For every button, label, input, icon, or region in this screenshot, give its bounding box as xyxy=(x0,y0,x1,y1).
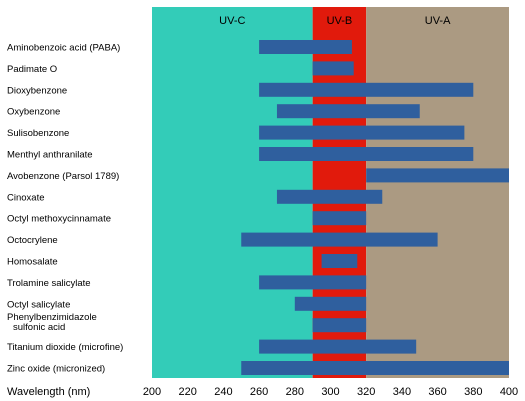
bar-homosalate xyxy=(321,254,358,268)
x-tick-260: 260 xyxy=(250,386,268,398)
category-label-sulisobenzone: Sulisobenzone xyxy=(7,128,69,139)
category-label-homosalate: Homosalate xyxy=(7,257,58,268)
region-label-uv-a: UV-A xyxy=(425,15,451,27)
x-tick-380: 380 xyxy=(464,386,482,398)
category-label-menthyl-anthranilate: Menthyl anthranilate xyxy=(7,150,93,161)
bar-menthyl-anthranilate xyxy=(259,147,474,161)
category-label-phenylbenzimidazole-sulfonic-acid: Phenylbenzimidazole sulfonic acid xyxy=(7,312,97,333)
category-label-zinc-oxide-micronized: Zinc oxide (micronized) xyxy=(7,364,105,375)
x-tick-320: 320 xyxy=(357,386,375,398)
category-label-titanium-dioxide-microfine: Titanium dioxide (microfine) xyxy=(7,342,123,353)
bars xyxy=(241,40,509,375)
category-labels: Aminobenzoic acid (PABA) Padimate O Dioxyb… xyxy=(7,43,123,375)
region-label-uv-b: UV-B xyxy=(327,15,353,27)
category-label-dioxybenzone: Dioxybenzone xyxy=(7,85,67,96)
bar-octyl-salicylate xyxy=(294,296,367,311)
category-label-aminobenzoic-acid-paba: Aminobenzoic acid (PABA) xyxy=(7,43,120,54)
category-label-octocrylene: Octocrylene xyxy=(7,235,58,246)
region-label-uv-c: UV-C xyxy=(219,15,245,27)
x-tick-360: 360 xyxy=(428,386,446,398)
x-ticks: 200 220 240 260 280 300 320 340 360 380 400 xyxy=(143,386,518,398)
x-tick-280: 280 xyxy=(286,386,304,398)
x-tick-400: 400 xyxy=(500,386,518,398)
x-tick-200: 200 xyxy=(143,386,161,398)
bar-padimate-o xyxy=(312,61,354,76)
bar-trolamine-salicylate xyxy=(259,275,367,290)
x-tick-240: 240 xyxy=(214,386,232,398)
x-axis-label: Wavelength (nm) xyxy=(7,386,90,398)
bar-oxybenzone xyxy=(276,104,420,119)
category-label-octyl-methoxycinnamate: Octyl methoxycinnamate xyxy=(7,214,111,225)
x-tick-340: 340 xyxy=(393,386,411,398)
bar-titanium-dioxide-microfine xyxy=(259,339,417,354)
bar-dioxybenzone xyxy=(259,82,474,97)
region-uv-a xyxy=(366,7,509,378)
bar-octocrylene xyxy=(241,232,438,247)
category-label-cinoxate: Cinoxate xyxy=(7,192,45,203)
category-label-oxybenzone: Oxybenzone xyxy=(7,107,60,118)
bar-aminobenzoic-acid-paba xyxy=(259,40,352,54)
x-tick-220: 220 xyxy=(179,386,197,398)
bar-avobenzone-parsol-1789 xyxy=(366,168,509,183)
category-label-trolamine-salicylate: Trolamine salicylate xyxy=(7,278,91,289)
category-label-avobenzone-parsol-1789: Avobenzone (Parsol 1789) xyxy=(7,171,119,182)
bar-phenylbenzimidazole-sulfonic-acid xyxy=(312,318,367,333)
bar-zinc-oxide-micronized xyxy=(241,361,509,375)
bar-octyl-methoxycinnamate xyxy=(312,211,367,226)
x-tick-300: 300 xyxy=(321,386,339,398)
bar-cinoxate xyxy=(276,189,383,204)
category-label-octyl-salicylate: Octyl salicylate xyxy=(7,299,70,310)
bar-sulisobenzone xyxy=(259,125,465,140)
category-label-padimate-o: Padimate O xyxy=(7,64,57,75)
